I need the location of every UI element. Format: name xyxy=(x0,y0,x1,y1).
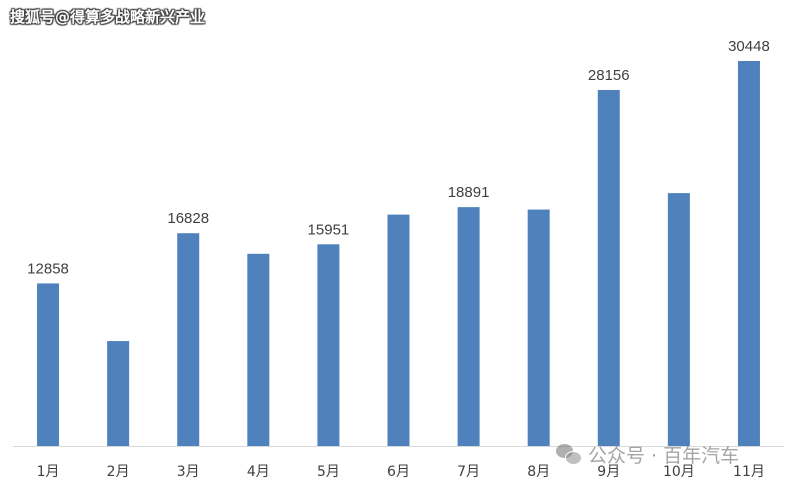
data-label-7: 18891 xyxy=(448,184,490,201)
x-tick-label-10: 10月 xyxy=(663,464,695,480)
data-label-3: 16828 xyxy=(167,210,209,227)
x-tick-labels-group: 1月 2月 3月 4月 5月 6月 7月 8月 9月 10月 11月 xyxy=(37,464,765,480)
x-tick-label-1: 1月 xyxy=(37,464,60,480)
bar-5 xyxy=(317,244,340,446)
x-tick-label-6: 6月 xyxy=(387,464,410,480)
data-labels-group: 12858 16828 15951 18891 28156 30448 xyxy=(27,38,770,277)
data-label-5: 15951 xyxy=(308,221,350,238)
data-label-1: 12858 xyxy=(27,260,69,277)
wechat-icon xyxy=(556,443,582,466)
x-tick-label-8: 8月 xyxy=(527,464,550,480)
x-tick-label-11: 11月 xyxy=(733,464,765,480)
watermark-source: 搜狐号@得算多战略新兴产业 xyxy=(10,8,206,26)
x-tick-label-5: 5月 xyxy=(317,464,340,480)
bar-9 xyxy=(597,89,620,447)
bar-2 xyxy=(107,341,130,446)
bar-11 xyxy=(737,61,760,446)
watermark-wechat-text: 公众号 · 百年汽车 xyxy=(588,445,740,467)
bar-6 xyxy=(387,214,410,446)
bar-10 xyxy=(667,193,690,446)
bar-8 xyxy=(527,209,550,446)
x-tick-label-4: 4月 xyxy=(247,464,270,480)
bars-group xyxy=(37,61,760,447)
watermark-wechat: 公众号 · 百年汽车 xyxy=(556,441,739,468)
bar-7 xyxy=(457,207,480,446)
x-tick-label-3: 3月 xyxy=(177,464,200,480)
data-label-11: 30448 xyxy=(728,38,770,55)
bar-4 xyxy=(247,253,270,446)
x-tick-label-9: 9月 xyxy=(597,464,620,480)
bar-1 xyxy=(37,283,60,446)
x-tick-label-7: 7月 xyxy=(457,464,480,480)
data-label-9: 28156 xyxy=(588,67,630,84)
x-tick-label-2: 2月 xyxy=(107,464,130,480)
bar-3 xyxy=(177,233,200,446)
